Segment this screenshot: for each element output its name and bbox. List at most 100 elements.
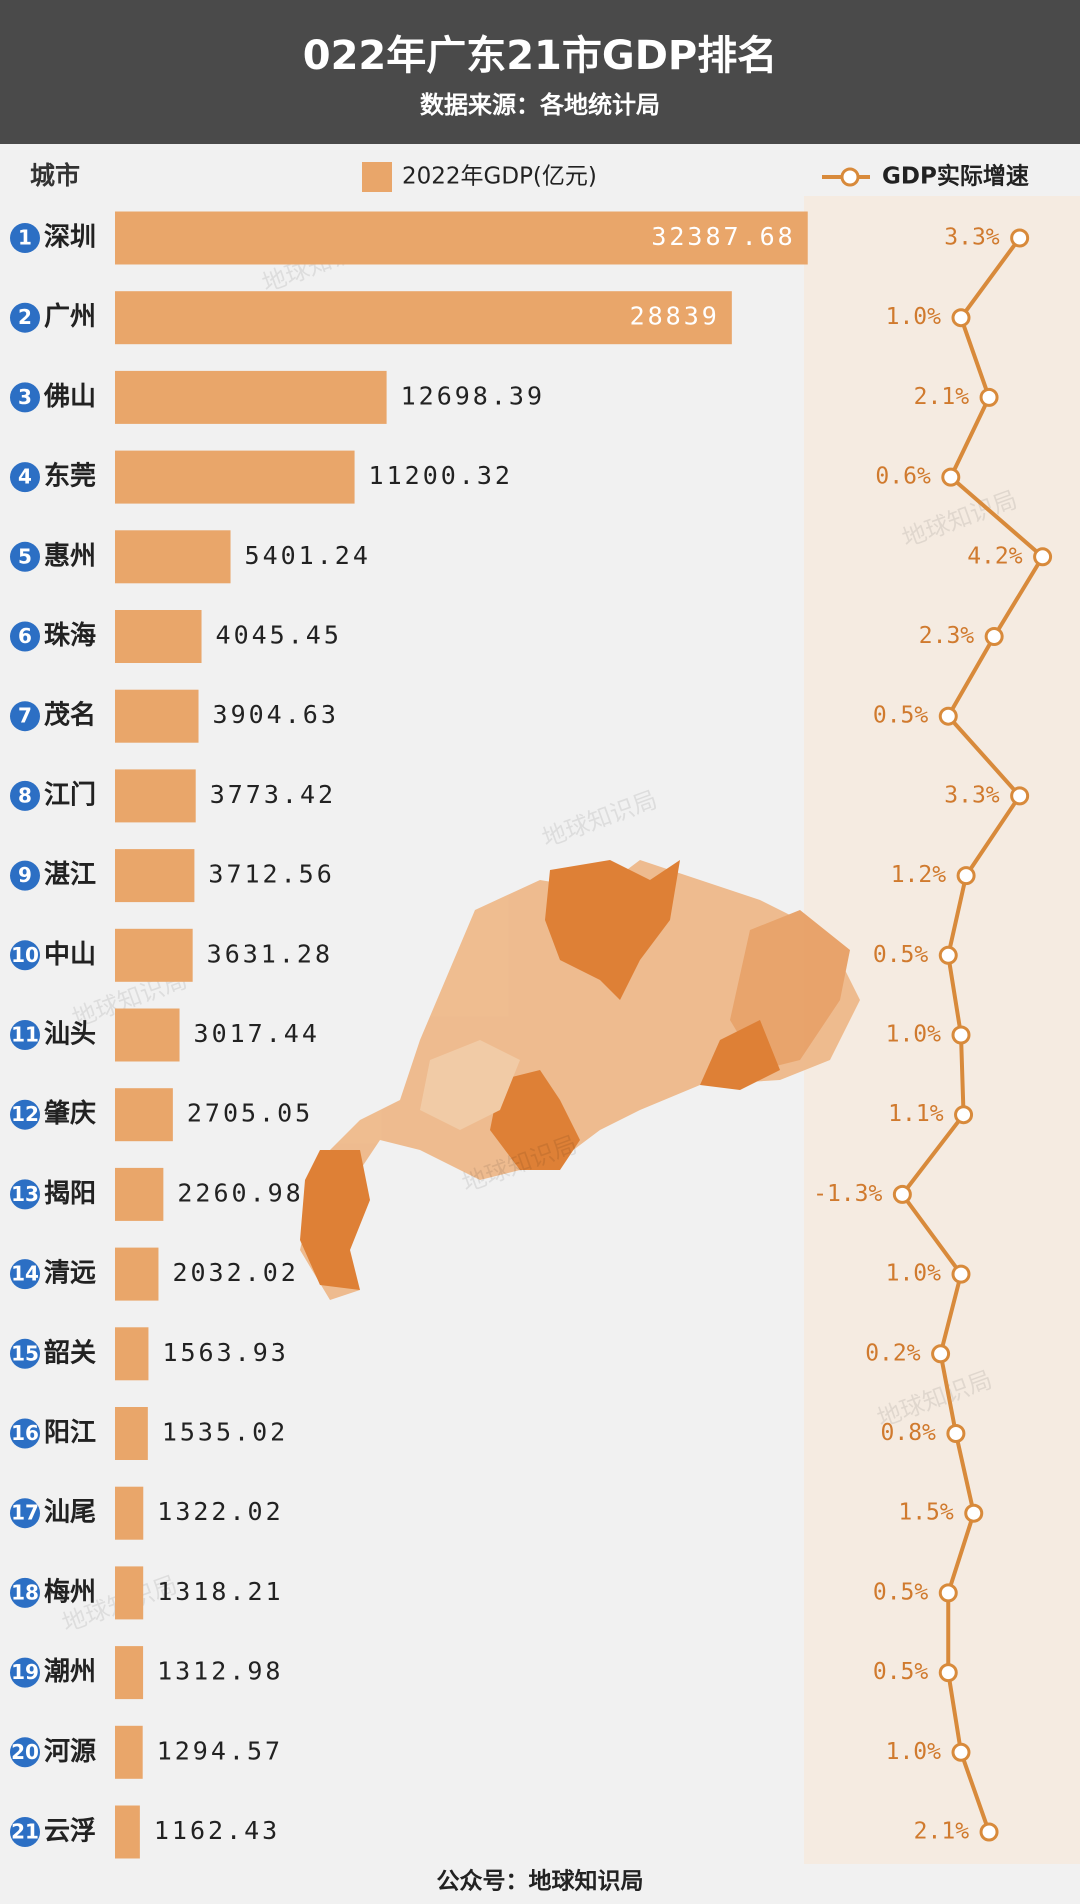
growth-marker — [946, 1424, 966, 1443]
bar — [115, 849, 195, 903]
rank-label: 7 — [18, 704, 32, 728]
bar — [115, 1167, 164, 1221]
y-tick-label: 茂名 — [44, 700, 96, 731]
map-region — [700, 1020, 780, 1090]
y-tick-label: 佛山 — [43, 382, 96, 412]
bar — [115, 370, 387, 424]
data-label: 3712.56 — [208, 860, 334, 889]
bar — [115, 928, 193, 982]
rank-label: 13 — [11, 1182, 39, 1206]
bar — [115, 1327, 149, 1381]
growth-marker — [938, 1583, 958, 1603]
growth-marker — [951, 308, 971, 328]
growth-marker — [951, 1025, 971, 1045]
data-label: 3631.28 — [207, 939, 333, 968]
data-label: 11200.32 — [369, 461, 513, 490]
growth-label: 1.0% — [886, 1739, 942, 1765]
map-region — [420, 1040, 520, 1130]
growth-marker — [1033, 547, 1053, 567]
growth-marker — [984, 627, 1004, 646]
bar — [115, 1725, 143, 1779]
growth-label: 3.3% — [944, 225, 1000, 251]
chart-subtitle: 数据来源：各地统计局 — [420, 91, 660, 119]
growth-label: 2.3% — [919, 623, 975, 649]
y-tick-label: 广州 — [44, 302, 96, 332]
rank-label: 9 — [18, 863, 32, 887]
y-tick-label: 深圳 — [44, 223, 96, 253]
bar — [115, 1646, 144, 1700]
category-header: 城市 — [30, 161, 80, 190]
growth-marker — [979, 387, 999, 407]
growth-marker — [938, 1663, 958, 1683]
legend-swatch — [362, 162, 392, 192]
growth-marker — [951, 1742, 971, 1762]
growth-label: 0.5% — [873, 942, 929, 968]
rank-badge — [10, 860, 40, 891]
y-tick-label: 云浮 — [44, 1817, 96, 1847]
legend-marker — [840, 167, 860, 187]
legend-label: 2022年GDP(亿元) — [402, 164, 597, 190]
y-tick-label: 惠州 — [44, 541, 96, 571]
bar — [115, 530, 231, 584]
y-tick-label: 汕头 — [44, 1020, 96, 1050]
bar — [115, 1805, 140, 1859]
rank-label: 1 — [18, 226, 32, 250]
growth-label: -1.3% — [813, 1181, 882, 1207]
rank-label: 10 — [11, 943, 39, 967]
bar — [115, 689, 199, 743]
legend-label: GDP实际增速 — [882, 163, 1029, 190]
data-label: 5401.24 — [245, 541, 371, 570]
map-region — [490, 1070, 580, 1170]
rank-label: 21 — [11, 1820, 39, 1844]
bar — [115, 1008, 180, 1062]
growth-label: 0.5% — [873, 703, 929, 729]
data-label: 2260.98 — [177, 1178, 303, 1207]
growth-label: 0.8% — [881, 1420, 937, 1446]
data-label: 3773.42 — [210, 780, 336, 809]
growth-marker — [892, 1184, 912, 1204]
data-label: 1535.02 — [162, 1418, 288, 1447]
data-label: 2705.05 — [187, 1099, 313, 1128]
growth-label: 1.0% — [886, 1022, 942, 1048]
rank-badge — [10, 541, 40, 572]
rank-label: 18 — [11, 1580, 39, 1604]
data-label: 4045.45 — [216, 621, 342, 650]
map — [300, 860, 860, 1300]
y-tick-label: 汕尾 — [44, 1498, 96, 1528]
growth-label: 0.5% — [873, 1659, 929, 1685]
growth-label: 0.6% — [875, 464, 931, 490]
rank-badge — [10, 1737, 40, 1768]
growth-label: 2.1% — [914, 384, 970, 410]
growth-label: 1.5% — [898, 1500, 954, 1526]
rank-badge — [10, 1259, 40, 1290]
growth-marker — [938, 945, 958, 965]
bar — [115, 1566, 144, 1620]
map-region — [300, 1150, 370, 1290]
rank-badge — [10, 1020, 40, 1050]
y-tick-label: 肇庆 — [44, 1098, 96, 1129]
bar — [115, 769, 196, 823]
rank-badge — [10, 1418, 40, 1449]
data-label: 1294.57 — [157, 1736, 283, 1765]
bar — [115, 291, 732, 345]
rank-badge — [10, 462, 40, 493]
bar — [115, 1247, 159, 1301]
growth-label: 0.2% — [865, 1340, 921, 1366]
rank-badge — [10, 1817, 40, 1847]
rank-badge — [10, 1179, 40, 1210]
data-label: 12698.39 — [401, 381, 545, 410]
growth-label: 1.0% — [886, 1261, 942, 1287]
rank-badge — [10, 1498, 40, 1529]
rank-badge — [10, 940, 40, 971]
bar — [115, 1407, 148, 1460]
footer: 公众号：地球知识局 — [437, 1868, 644, 1895]
growth-marker — [954, 1105, 974, 1125]
growth-marker — [1010, 228, 1030, 248]
growth-label: 0.5% — [873, 1579, 929, 1605]
rank-label: 5 — [18, 544, 32, 568]
data-label: 1312.98 — [157, 1657, 283, 1686]
y-tick-label: 湛江 — [44, 860, 96, 890]
bar — [115, 610, 202, 663]
